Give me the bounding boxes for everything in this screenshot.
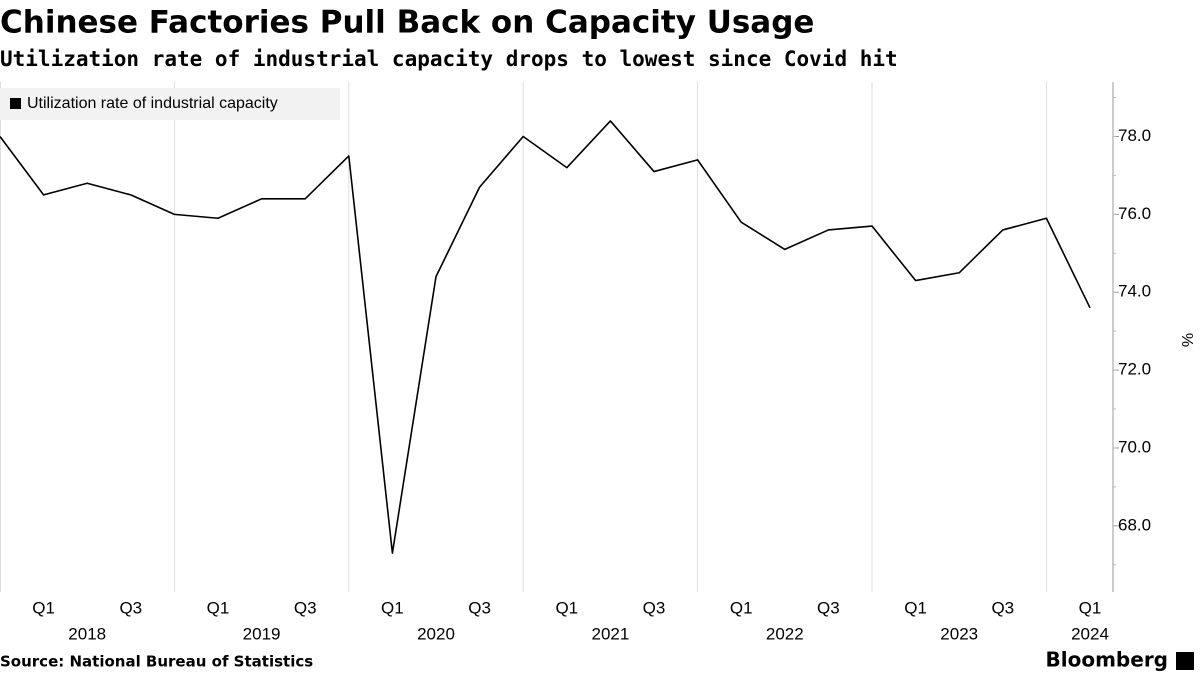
x-tick-label: Q1	[1079, 598, 1102, 617]
chart-subtitle: Utilization rate of industrial capacity …	[0, 47, 898, 71]
x-tick-label: Q3	[119, 598, 142, 617]
x-tick-label: Q3	[294, 598, 317, 617]
y-tick-label: 78.0	[1118, 126, 1151, 145]
x-year-label: 2023	[940, 624, 978, 643]
y-tick-label: 72.0	[1118, 360, 1151, 379]
x-year-label: 2024	[1071, 624, 1109, 643]
x-tick-label: Q1	[381, 598, 404, 617]
x-tick-label: Q3	[468, 598, 491, 617]
x-tick-label: Q3	[817, 598, 840, 617]
y-tick-label: 76.0	[1118, 204, 1151, 223]
brand-icon	[1176, 652, 1194, 670]
x-year-label: 2022	[766, 624, 804, 643]
legend-label: Utilization rate of industrial capacity	[27, 95, 278, 112]
y-tick-label: 70.0	[1118, 437, 1151, 456]
x-year-label: 2021	[591, 624, 629, 643]
x-tick-label: Q1	[207, 598, 230, 617]
x-year-label: 2018	[68, 624, 106, 643]
x-year-label: 2019	[243, 624, 281, 643]
x-tick-label: Q1	[730, 598, 753, 617]
y-tick-label: 74.0	[1118, 282, 1151, 301]
x-tick-label: Q1	[32, 598, 55, 617]
x-tick-label: Q1	[555, 598, 578, 617]
y-axis-label: %	[1178, 333, 1195, 347]
x-tick-label: Q3	[643, 598, 666, 617]
x-year-label: 2020	[417, 624, 455, 643]
chart-title: Chinese Factories Pull Back on Capacity …	[0, 5, 814, 41]
legend-swatch	[10, 98, 21, 109]
x-tick-label: Q1	[904, 598, 927, 617]
x-tick-label: Q3	[991, 598, 1014, 617]
legend-background	[0, 88, 340, 120]
y-tick-label: 68.0	[1118, 515, 1151, 534]
line	[0, 120, 1091, 554]
brand: Bloomberg	[1046, 648, 1168, 672]
source: Source: National Bureau of Statistics	[0, 653, 313, 671]
